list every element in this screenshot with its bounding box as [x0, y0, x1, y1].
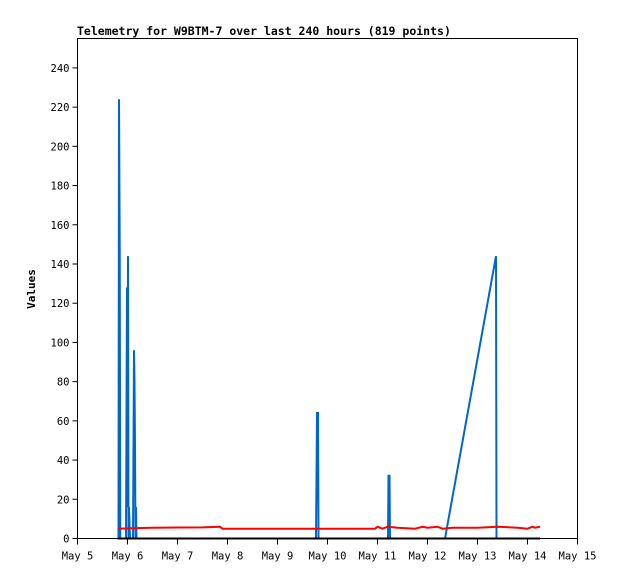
x-tick-label: May 13 [459, 551, 497, 563]
plot-area-frame [77, 38, 578, 539]
x-tick-label: May 10 [309, 551, 347, 563]
y-tick-label: 120 [51, 298, 70, 310]
y-tick-label: 220 [51, 102, 70, 114]
x-tick-label: May 6 [112, 551, 144, 563]
y-tick-label: 100 [51, 337, 70, 349]
y-tick-label: 240 [51, 63, 70, 75]
series-layer [117, 99, 541, 540]
x-tick-label: May 7 [162, 551, 194, 563]
x-tick-label: May 5 [62, 551, 94, 563]
y-tick-label: 140 [51, 259, 70, 271]
x-axis-ticks: May 5 May 6 May 7 May 8 May 9 May 10 May 11 May… [62, 538, 597, 563]
x-tick-label: May 11 [359, 551, 397, 563]
x-tick-label: May 14 [509, 551, 547, 563]
y-tick-label: 180 [51, 181, 70, 193]
y-tick-label: 80 [57, 377, 70, 389]
y-tick-label: 40 [57, 455, 70, 467]
x-tick-label: May 9 [262, 551, 294, 563]
x-tick-label: May 15 [559, 551, 597, 563]
y-tick-label: 60 [57, 416, 70, 428]
series-line-2 [117, 525, 541, 530]
y-tick-label: 20 [57, 494, 70, 506]
y-tick-label: 200 [51, 141, 70, 153]
chart-title: Telemetry for W9BTM-7 over last 240 hour… [77, 24, 451, 38]
x-tick-label: May 8 [212, 551, 244, 563]
x-tick-label: May 12 [409, 551, 447, 563]
y-tick-label: 160 [51, 220, 70, 232]
y-axis-label: Values [25, 269, 38, 309]
y-tick-label: 0 [63, 534, 69, 546]
series-line-1 [117, 99, 498, 540]
y-axis-ticks: 0 20 40 60 80 100 120 140 160 180 200 220 240 [51, 63, 78, 546]
